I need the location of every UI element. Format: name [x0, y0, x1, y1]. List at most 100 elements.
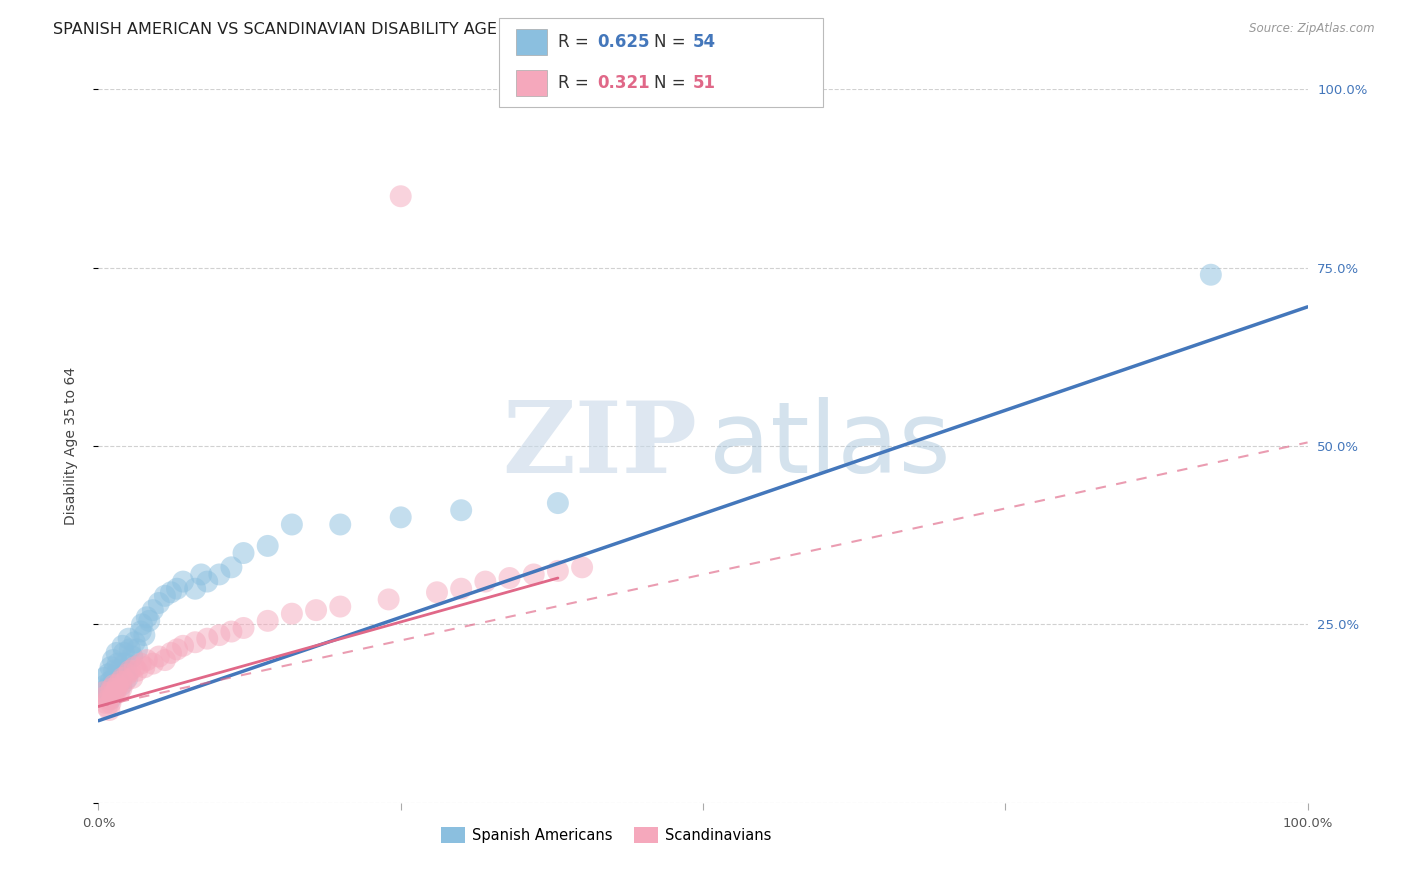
Point — [100, 685, 122, 699]
Point — [131, 617, 153, 632]
Point — [100, 674, 122, 689]
Point — [100, 660, 122, 674]
Point — [184, 582, 207, 596]
Point — [121, 671, 143, 685]
Point — [108, 664, 131, 678]
Point — [117, 667, 139, 681]
Point — [105, 681, 128, 696]
Point — [160, 585, 183, 599]
Point — [138, 614, 160, 628]
Point — [110, 681, 132, 696]
Text: 0.625: 0.625 — [598, 33, 650, 51]
Point — [94, 696, 117, 710]
Point — [190, 567, 212, 582]
Text: SPANISH AMERICAN VS SCANDINAVIAN DISABILITY AGE 35 TO 64 CORRELATION CHART: SPANISH AMERICAN VS SCANDINAVIAN DISABIL… — [53, 22, 754, 37]
Point — [100, 696, 122, 710]
Point — [389, 510, 412, 524]
Point — [107, 657, 129, 671]
Point — [124, 635, 146, 649]
Point — [450, 503, 472, 517]
Text: 0.321: 0.321 — [598, 74, 650, 92]
Point — [121, 649, 143, 664]
Point — [104, 685, 127, 699]
Point — [377, 592, 399, 607]
Point — [142, 657, 165, 671]
Point — [281, 517, 304, 532]
Point — [111, 671, 134, 685]
Text: ZIP: ZIP — [502, 398, 697, 494]
Point — [96, 681, 118, 696]
Point — [184, 635, 207, 649]
Point — [103, 671, 125, 685]
Point — [129, 657, 152, 671]
Point — [166, 642, 188, 657]
Point — [112, 646, 135, 660]
Point — [474, 574, 496, 589]
Point — [153, 589, 176, 603]
Point — [100, 681, 122, 696]
Point — [103, 678, 125, 692]
Point — [256, 614, 278, 628]
Point — [134, 628, 156, 642]
Point — [135, 610, 157, 624]
Point — [195, 574, 218, 589]
Point — [547, 496, 569, 510]
Point — [208, 628, 231, 642]
Point — [129, 624, 152, 639]
Text: Source: ZipAtlas.com: Source: ZipAtlas.com — [1250, 22, 1375, 36]
Point — [523, 567, 546, 582]
Point — [105, 646, 128, 660]
Text: R =: R = — [558, 74, 599, 92]
Point — [221, 560, 243, 574]
Point — [111, 639, 134, 653]
Point — [101, 689, 124, 703]
Text: 54: 54 — [693, 33, 716, 51]
Point — [91, 685, 114, 699]
Point — [107, 678, 129, 692]
Point — [115, 664, 138, 678]
Point — [281, 607, 304, 621]
Point — [1199, 268, 1222, 282]
Point — [153, 653, 176, 667]
Point — [96, 699, 118, 714]
Point — [329, 599, 352, 614]
Point — [100, 681, 122, 696]
Point — [114, 657, 136, 671]
Point — [172, 574, 194, 589]
Point — [127, 642, 149, 657]
Y-axis label: Disability Age 35 to 64: Disability Age 35 to 64 — [63, 367, 77, 525]
Point — [221, 624, 243, 639]
Point — [498, 571, 520, 585]
Point — [97, 685, 120, 699]
Point — [142, 603, 165, 617]
Point — [195, 632, 218, 646]
Point — [97, 667, 120, 681]
Point — [135, 653, 157, 667]
Point — [208, 567, 231, 582]
Point — [118, 664, 141, 678]
Point — [232, 621, 254, 635]
Point — [148, 596, 170, 610]
Text: N =: N = — [654, 74, 690, 92]
Point — [172, 639, 194, 653]
Text: atlas: atlas — [709, 398, 950, 494]
Point — [94, 678, 117, 692]
Point — [571, 560, 593, 574]
Point — [114, 674, 136, 689]
Point — [98, 689, 121, 703]
Point — [93, 671, 115, 685]
Point — [103, 664, 125, 678]
Point — [134, 660, 156, 674]
Point — [148, 649, 170, 664]
Point — [101, 653, 124, 667]
Point — [450, 582, 472, 596]
Point — [127, 664, 149, 678]
Point — [100, 692, 122, 706]
Point — [256, 539, 278, 553]
Point — [98, 703, 121, 717]
Point — [329, 517, 352, 532]
Point — [389, 189, 412, 203]
Point — [426, 585, 449, 599]
Point — [118, 642, 141, 657]
Legend: Spanish Americans, Scandinavians: Spanish Americans, Scandinavians — [436, 822, 778, 849]
